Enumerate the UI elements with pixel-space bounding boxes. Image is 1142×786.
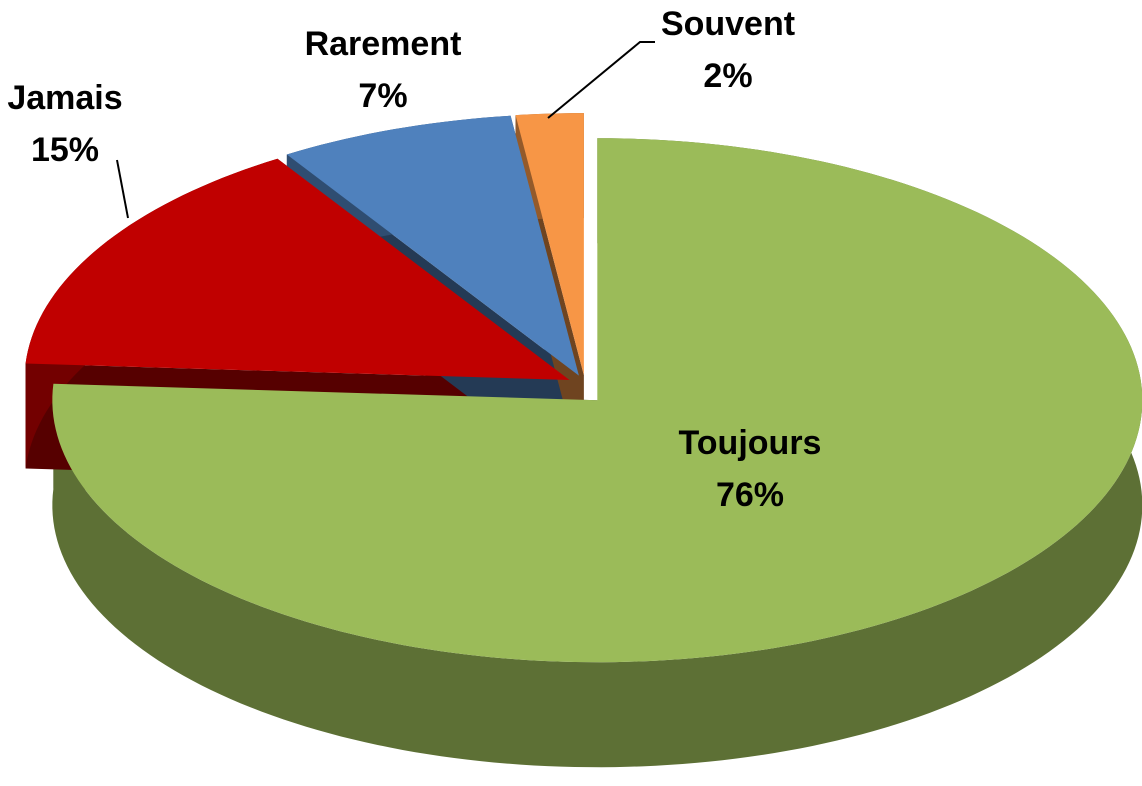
slice-label: Rarement bbox=[305, 25, 462, 63]
slice-value-label: 7% bbox=[358, 77, 407, 115]
pie-slice bbox=[286, 115, 579, 376]
slice-label: Jamais bbox=[7, 79, 122, 117]
labels: Toujours 76% Jamais 15% Rarement 7% Souvent 2% bbox=[7, 5, 821, 514]
slice-value-label: 15% bbox=[31, 131, 99, 169]
pie-slice bbox=[25, 158, 570, 380]
slice-label: Toujours bbox=[679, 424, 822, 462]
pie-slice bbox=[52, 138, 1142, 663]
slice-value-label: 2% bbox=[703, 57, 752, 95]
pie-tops bbox=[25, 113, 1142, 663]
leader-line bbox=[116, 159, 129, 219]
slice-label: Souvent bbox=[661, 5, 795, 43]
pie-slice bbox=[515, 113, 584, 376]
slice-value-label: 76% bbox=[716, 476, 784, 514]
leader-line bbox=[547, 41, 655, 119]
